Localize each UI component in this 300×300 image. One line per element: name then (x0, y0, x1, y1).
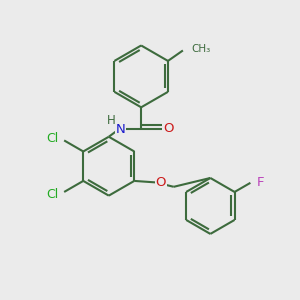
Text: N: N (116, 123, 125, 136)
Text: Cl: Cl (46, 188, 59, 201)
Text: Cl: Cl (46, 133, 59, 146)
Text: F: F (256, 176, 264, 189)
Text: CH₃: CH₃ (191, 44, 210, 54)
Text: O: O (155, 176, 166, 189)
Text: O: O (164, 122, 174, 135)
Text: H: H (107, 114, 116, 127)
